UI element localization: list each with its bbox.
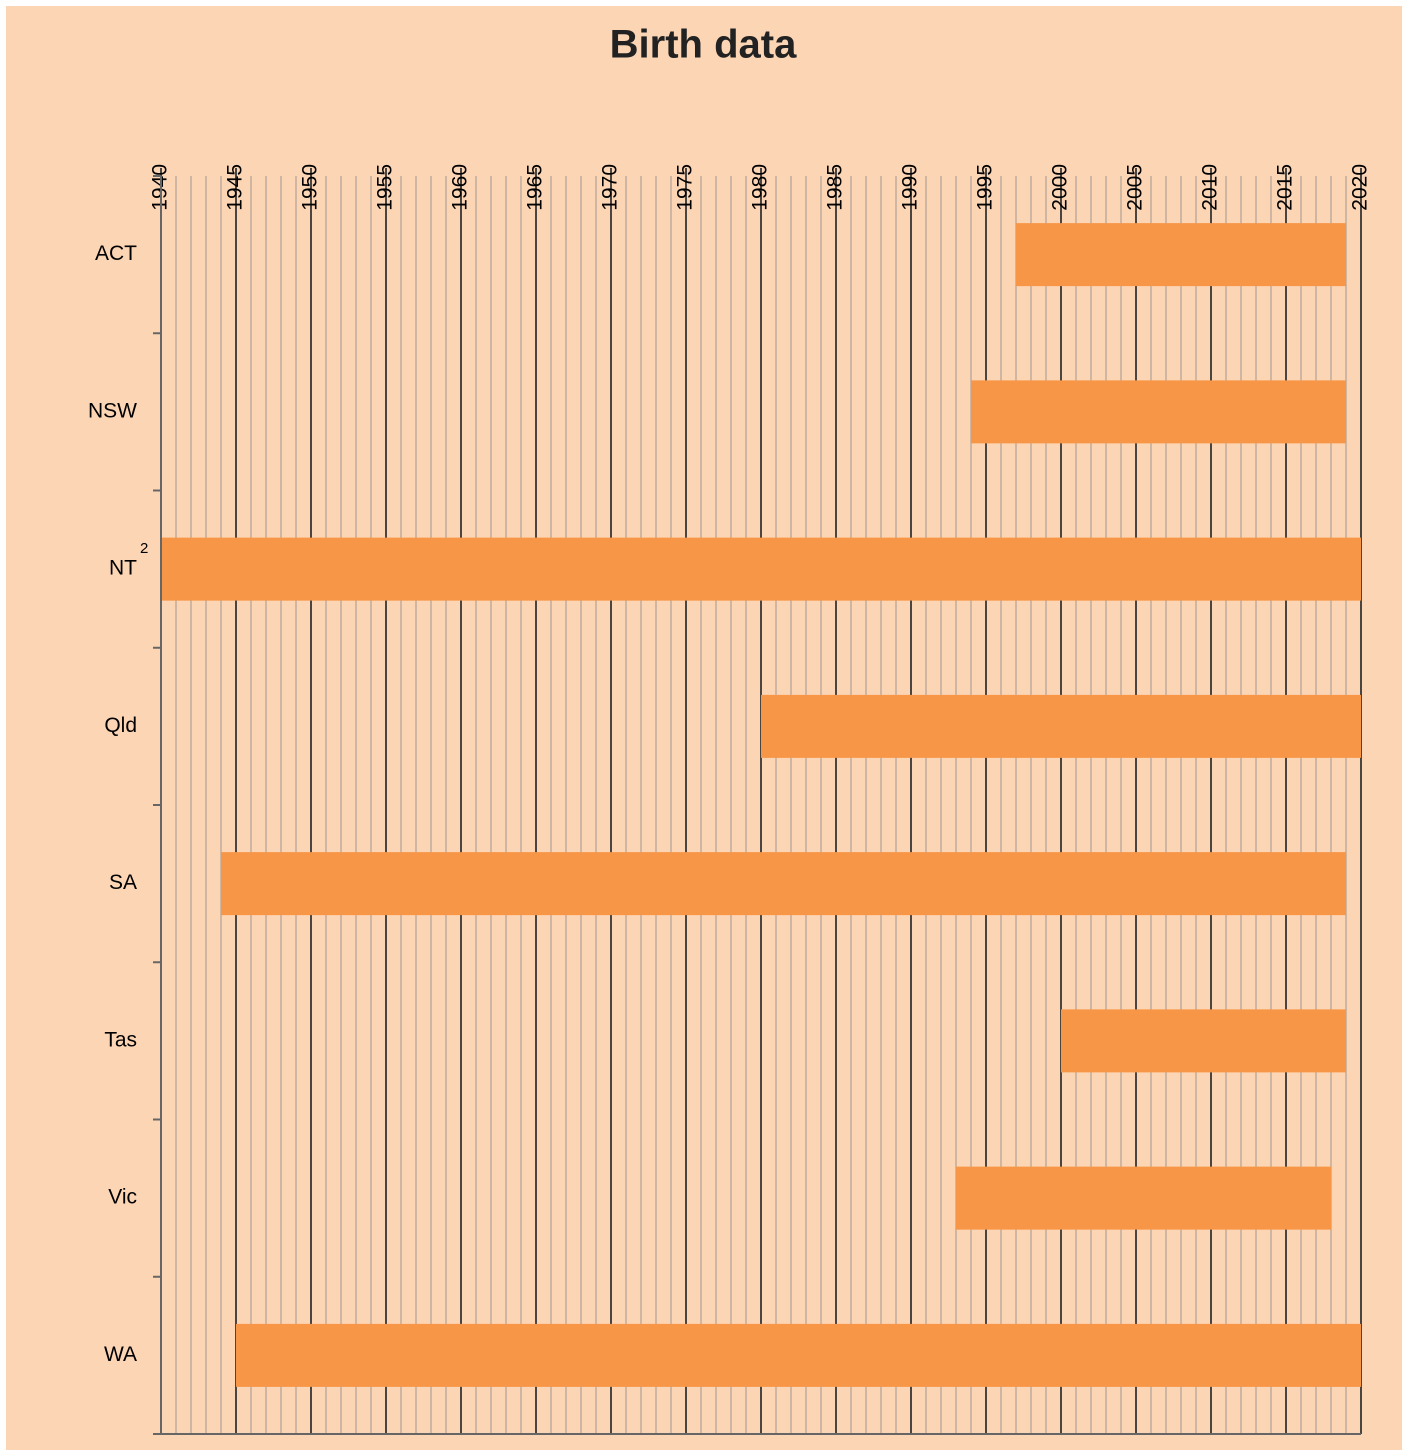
x-tick-label: 2020 [1349,164,1372,211]
y-tick-label: NSW [88,399,137,422]
bar [971,380,1346,444]
y-tick-label: Qld [104,714,137,737]
bar [956,1166,1331,1230]
x-tick-label: 1990 [899,164,922,211]
y-tick-label: ACT [95,242,137,265]
bar [1016,223,1346,287]
category-superscript: 2 [140,540,148,557]
x-tick-label: 1950 [299,164,322,211]
bar [161,537,1361,601]
chart-title: Birth data [610,23,797,67]
x-tick-label: 2015 [1274,164,1297,211]
y-tick-label: WA [104,1343,137,1366]
x-tick-label: 2000 [1049,164,1072,211]
y-tick-label: NT [109,557,137,580]
y-tick-label: Tas [104,1028,137,1051]
x-tick-label: 1960 [449,164,472,211]
x-tick-label: 1955 [374,164,397,211]
bar [236,1323,1361,1387]
bar [761,694,1361,758]
bar [221,852,1346,916]
x-tick-label: 1980 [749,164,772,211]
x-tick-label: 1985 [824,164,847,211]
x-tick-label: 2010 [1199,164,1222,211]
x-tick-label: 1975 [674,164,697,211]
x-tick-label: 1965 [524,164,547,211]
x-tick-label: 1970 [599,164,622,211]
y-tick-label: Vic [108,1186,137,1209]
bar [1061,1009,1346,1073]
y-tick-label: SA [109,871,137,894]
x-tick-label: 1995 [974,164,997,211]
x-tick-label: 1945 [224,164,247,211]
x-tick-label: 2005 [1124,164,1147,211]
